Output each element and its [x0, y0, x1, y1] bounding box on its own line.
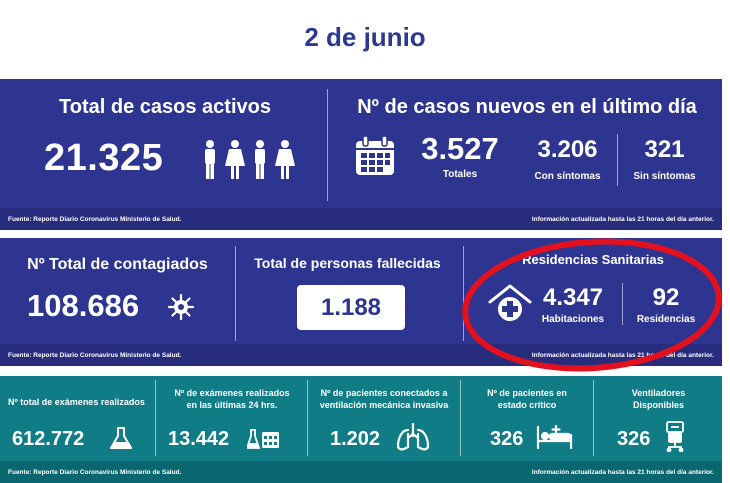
ventilators-value: 326	[617, 428, 651, 450]
new-cases-title: Nº de casos nuevos en el último día	[357, 96, 697, 118]
critical-value: 326	[490, 428, 524, 450]
hospital-bed-icon	[536, 424, 574, 450]
deaths-value: 1.188	[297, 285, 405, 330]
new-cases-total: 3.527	[421, 131, 499, 166]
residences-count: 92	[652, 284, 680, 311]
calendar-icon	[354, 135, 396, 177]
divider	[307, 380, 308, 456]
ventilator-icon	[664, 420, 686, 452]
flask-icon	[108, 425, 134, 451]
tests-total-value: 612.772	[12, 428, 85, 450]
source-note: Fuente: Reporte Diario Coronavirus Minis…	[8, 468, 182, 476]
residences-rooms: 4.347	[542, 284, 604, 311]
divider	[617, 134, 618, 186]
divider	[593, 380, 594, 456]
ventilated-value: 1.202	[330, 428, 381, 450]
new-cases-total-label: Totales	[442, 169, 478, 180]
ventilated-label-2: ventilación mecánica invasiva	[319, 400, 449, 410]
divider	[622, 283, 623, 325]
tests-24h-value: 13.442	[168, 428, 230, 450]
cases-panel: Total de casos activos 21.325 Nº de caso…	[0, 79, 722, 230]
update-note: Información actualizada hasta las 21 hor…	[531, 351, 714, 359]
update-note: Información actualizada hasta las 21 hor…	[531, 215, 714, 223]
tests-total-label: Nº total de exámenes realizados	[8, 397, 145, 407]
divider	[460, 380, 461, 456]
new-cases-symptoms-label: Con síntomas	[534, 171, 601, 182]
highlight-ring	[459, 233, 727, 373]
ventilators-label-1: Ventiladores	[631, 388, 686, 398]
source-note: Fuente: Reporte Diario Coronavirus Minis…	[8, 215, 182, 223]
source-note: Fuente: Reporte Diario Coronavirus Minis…	[8, 351, 182, 359]
active-cases-title: Total de casos activos	[59, 96, 271, 118]
infected-title: Nº Total de contagiados	[27, 256, 208, 273]
residences-rooms-label: Habitaciones	[541, 314, 605, 325]
virus-icon	[167, 293, 195, 321]
residences-title: Residencias Sanitarias	[522, 252, 664, 267]
deaths-title: Total de personas fallecidas	[254, 255, 441, 271]
new-cases-no-symptoms-label: Sin síntomas	[633, 171, 696, 182]
hospital-panel: Nº total de exámenes realizados 612.772 …	[0, 376, 722, 483]
critical-label-1: Nº de pacientes en	[487, 388, 567, 398]
tests-24h-label-2: en las últimas 24 hrs.	[186, 400, 278, 410]
infected-value: 108.686	[27, 288, 140, 323]
tests-24h-label-1: Nº de exámenes realizados	[174, 388, 290, 398]
totals-panel: Nº Total de contagiados 108.686 Total de…	[0, 238, 722, 366]
divider	[463, 246, 464, 341]
lungs-icon	[395, 422, 431, 452]
residences-count-label: Residencias	[636, 314, 696, 325]
ventilated-label-1: Nº de pacientes conectados a	[320, 388, 448, 398]
ventilators-label-2: Disponibles	[632, 400, 684, 410]
lab-tests-icon	[247, 428, 281, 450]
divider	[155, 380, 156, 456]
page-title: 2 de junio	[304, 22, 426, 52]
panel-footer: Fuente: Reporte Diario Coronavirus Minis…	[0, 461, 722, 483]
house-medical-icon	[487, 283, 533, 323]
active-cases-value: 21.325	[44, 137, 164, 179]
divider	[235, 246, 236, 341]
panel-footer: Fuente: Reporte Diario Coronavirus Minis…	[0, 208, 722, 230]
panel-footer: Fuente: Reporte Diario Coronavirus Minis…	[0, 344, 722, 366]
new-cases-no-symptoms: 321	[644, 136, 685, 163]
divider	[327, 89, 328, 201]
people-icon	[200, 139, 300, 181]
new-cases-symptoms: 3.206	[537, 136, 598, 163]
update-note: Información actualizada hasta las 21 hor…	[531, 468, 714, 476]
critical-label-2: estado crítico	[497, 400, 557, 410]
